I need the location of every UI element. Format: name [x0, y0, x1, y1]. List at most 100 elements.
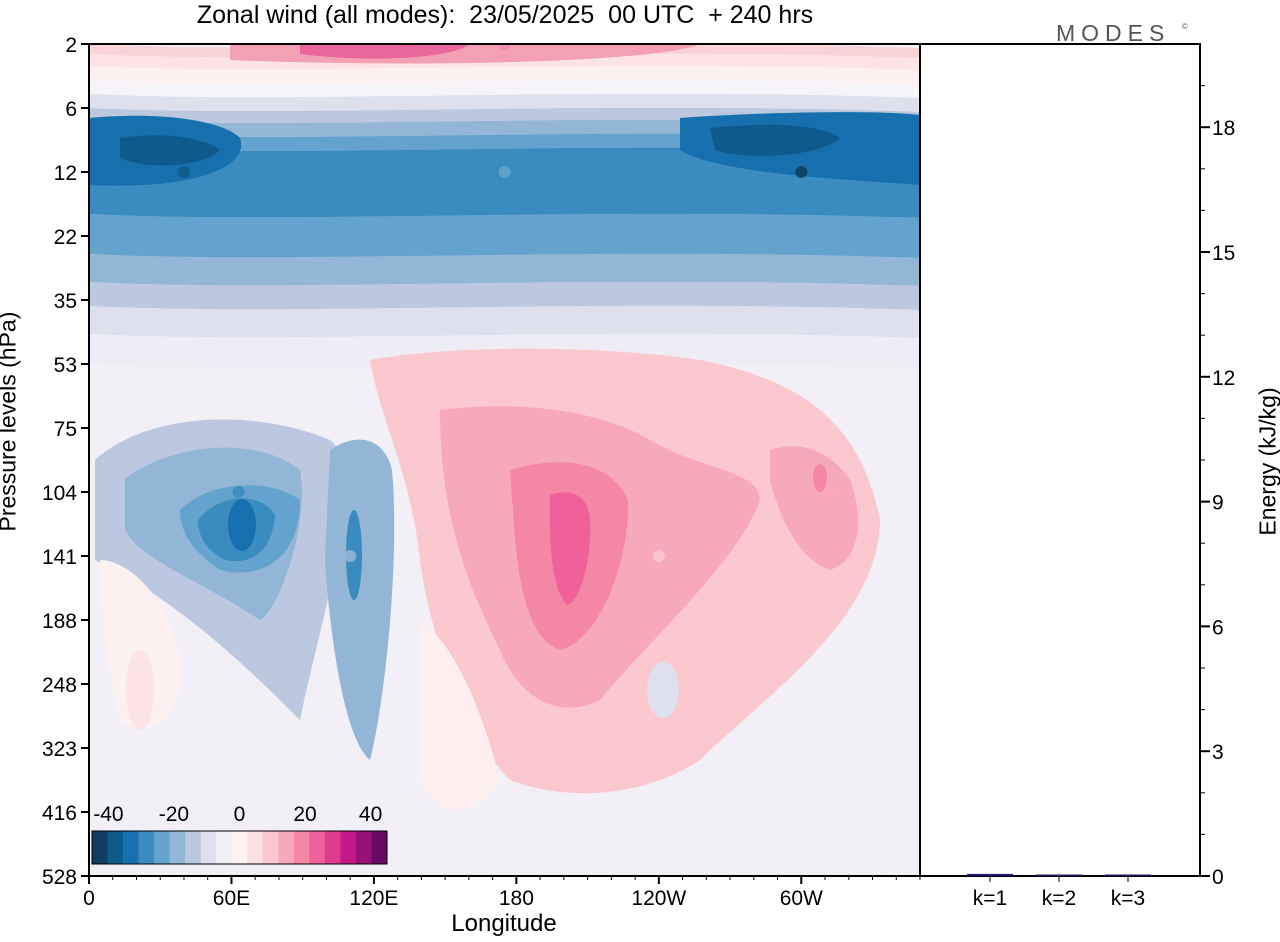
heatmap-feature [795, 166, 808, 178]
weak-positive-region [100, 560, 181, 728]
heatmap-feature [557, 550, 570, 562]
stratosphere-band [89, 79, 920, 99]
stratosphere-band [89, 281, 920, 311]
colorbar-swatch [216, 831, 233, 864]
colorbar-swatch [200, 831, 217, 864]
x-tick-label: 0 [83, 887, 95, 910]
x-tick-label: 120E [349, 887, 398, 910]
colorbar-swatch [123, 831, 139, 864]
colorbar-swatch [371, 831, 388, 864]
modes-logo: MODES [1056, 20, 1171, 46]
colorbar-swatch [92, 831, 108, 864]
heatmap-feature [823, 486, 836, 498]
longitude-axis: 0 60E 120E 180 120W 60W [83, 876, 921, 910]
y-tick-label: 6 [65, 98, 77, 121]
colorbar-swatch [278, 831, 295, 864]
colorbar-swatch [107, 831, 124, 864]
positive-region [770, 446, 859, 570]
colorbar-swatch [309, 831, 326, 864]
y-axis-label-right: Energy (kJ/kg) [1254, 387, 1280, 536]
y-tick-label: 141 [42, 546, 77, 569]
energy-tick-label: 15 [1212, 242, 1235, 265]
energy-bar [1105, 874, 1151, 876]
colorbar-label: -20 [159, 803, 189, 826]
negative-region [325, 439, 395, 760]
energy-tick-label: 0 [1212, 866, 1224, 889]
weak-negative-region [647, 662, 679, 718]
colorbar-swatch [340, 831, 357, 864]
colorbar-label: 40 [359, 803, 382, 826]
positive-peak-region [550, 492, 591, 605]
stratosphere-band [89, 93, 920, 113]
y-tick-label: 35 [54, 290, 77, 313]
y-tick-label: 416 [42, 802, 77, 825]
y-tick-label: 53 [54, 354, 77, 377]
heatmap-feature [498, 44, 511, 50]
colorbar-swatch [355, 831, 372, 864]
heatmap-layer [89, 44, 920, 810]
energy-tick-label: 3 [1212, 741, 1224, 764]
stratosphere-band [89, 213, 920, 259]
negative-peak-region [228, 499, 256, 551]
energy-panel-frame [919, 43, 1201, 877]
stratosphere-band [89, 65, 920, 85]
colorbar-label: 20 [293, 803, 316, 826]
heatmap-feature [232, 486, 245, 498]
stratosphere-band [89, 147, 920, 219]
positive-peak-region [813, 464, 827, 492]
energy-bar [1036, 874, 1082, 876]
colorbar: -40 -20 0 20 40 [91, 803, 388, 865]
colorbar-swatch [169, 831, 186, 864]
energy-axis: 0 3 6 9 12 15 18 [1200, 85, 1235, 889]
colorbar-swatch [231, 831, 248, 864]
colorbar-label: -40 [93, 803, 123, 826]
copyright-mark: © [1182, 22, 1188, 31]
y-tick-label: 528 [42, 866, 77, 889]
y-tick-label: 188 [42, 610, 77, 633]
weak-positive-region [126, 650, 154, 730]
westerly-peak-region [710, 124, 840, 156]
colorbar-swatch [154, 831, 170, 864]
colorbar-swatch [293, 831, 310, 864]
x-tick-label: 60W [780, 887, 823, 910]
y-tick-label: 248 [42, 674, 77, 697]
y-tick-label: 75 [54, 418, 77, 441]
y-tick-label: 2 [65, 34, 77, 57]
energy-bar-label: k=1 [973, 887, 1007, 910]
colorbar-swatch [324, 831, 341, 864]
stratosphere-band [89, 305, 920, 339]
colorbar-swatch [262, 831, 279, 864]
energy-tick-label: 18 [1212, 117, 1235, 140]
energy-tick-label: 12 [1212, 367, 1235, 390]
x-tick-label: 60E [213, 887, 250, 910]
y-tick-label: 323 [42, 738, 77, 761]
stratosphere-band [89, 253, 920, 287]
y-axis-label-left: Pressure levels (hPa) [0, 311, 21, 532]
x-tick-label: 180 [499, 887, 534, 910]
energy-bar-label: k=2 [1042, 887, 1076, 910]
colorbar-label: 0 [234, 803, 246, 826]
x-axis-label: Longitude [451, 910, 557, 937]
pressure-axis: 2 6 12 22 35 53 75 104 141 188 248 323 416 528 [42, 34, 89, 889]
x-tick-label: 120W [631, 887, 686, 910]
heatmap-feature [177, 166, 190, 178]
heatmap-feature [403, 44, 416, 50]
colorbar-swatch [138, 831, 155, 864]
colorbar-swatch [185, 831, 201, 864]
heatmap-feature [498, 166, 511, 178]
y-tick-label: 12 [54, 162, 77, 185]
weak-positive-region [420, 620, 500, 810]
heatmap-feature [344, 550, 357, 562]
y-tick-label: 104 [42, 482, 77, 505]
colorbar-frame [91, 830, 388, 865]
westerly-peak-region [120, 135, 220, 166]
upper-peak-region [300, 44, 470, 59]
energy-bars: k=1 k=2 k=3 [967, 873, 1151, 910]
chart-title: Zonal wind (all modes): 23/05/2025 00 UT… [196, 1, 814, 29]
energy-bar-label: k=3 [1111, 887, 1145, 910]
heatmap-feature [652, 550, 665, 562]
energy-bar [967, 873, 1013, 876]
energy-tick-label: 9 [1212, 492, 1224, 515]
energy-tick-label: 6 [1212, 616, 1224, 639]
